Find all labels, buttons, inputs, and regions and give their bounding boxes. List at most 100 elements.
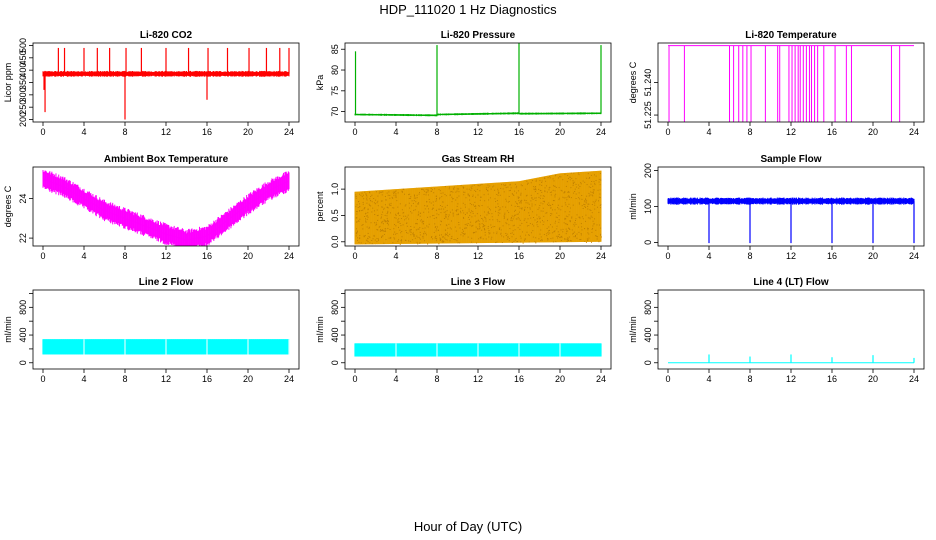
data-point bbox=[423, 211, 425, 213]
data-point bbox=[537, 226, 539, 228]
data-point bbox=[426, 205, 428, 207]
y-axis-label: ml/min bbox=[628, 316, 638, 343]
data-point bbox=[400, 240, 402, 242]
data-point bbox=[588, 186, 590, 188]
data-point bbox=[521, 208, 523, 210]
data-point bbox=[476, 242, 478, 244]
data-point bbox=[564, 217, 566, 219]
data-point bbox=[383, 242, 385, 244]
data-point bbox=[599, 184, 601, 186]
plot-area bbox=[354, 343, 602, 357]
data-point bbox=[512, 218, 514, 220]
data-point bbox=[507, 237, 509, 239]
data-point bbox=[599, 204, 601, 206]
x-tick-label: 4 bbox=[706, 251, 711, 261]
data-point bbox=[480, 196, 482, 198]
data-point bbox=[475, 221, 477, 223]
y-tick-label: 75 bbox=[330, 86, 340, 96]
data-point bbox=[500, 187, 502, 189]
data-point bbox=[570, 172, 572, 174]
data-point bbox=[368, 235, 370, 237]
data-point bbox=[572, 180, 574, 182]
data-point bbox=[520, 237, 522, 239]
data-point bbox=[549, 229, 551, 231]
data-point bbox=[488, 208, 490, 210]
data-point bbox=[405, 204, 407, 206]
data-point bbox=[415, 197, 417, 199]
data-point bbox=[594, 184, 596, 186]
data-point bbox=[435, 197, 437, 199]
data-point bbox=[450, 238, 452, 240]
data-point bbox=[505, 200, 507, 202]
data-point bbox=[398, 221, 400, 223]
data-point bbox=[496, 219, 498, 221]
data-point bbox=[540, 189, 542, 191]
data-point bbox=[410, 196, 412, 198]
data-point bbox=[388, 191, 390, 193]
data-point bbox=[504, 216, 506, 218]
data-point bbox=[425, 188, 427, 190]
data-point bbox=[382, 230, 384, 232]
data-point bbox=[517, 241, 519, 243]
data-point bbox=[463, 233, 465, 235]
data-point bbox=[589, 194, 591, 196]
data-point bbox=[446, 204, 448, 206]
data-point bbox=[417, 203, 419, 205]
data-point bbox=[372, 238, 374, 240]
data-point bbox=[541, 191, 543, 193]
x-tick-label: 8 bbox=[434, 127, 439, 137]
data-point bbox=[456, 188, 458, 190]
data-point bbox=[562, 231, 564, 233]
data-point bbox=[560, 235, 562, 237]
data-point bbox=[542, 210, 544, 212]
data-point bbox=[381, 235, 383, 237]
data-point bbox=[560, 209, 562, 211]
data-point bbox=[549, 175, 551, 177]
y-tick-label: 0 bbox=[18, 360, 28, 365]
y-tick-label: 350 bbox=[18, 75, 28, 90]
data-point bbox=[381, 194, 383, 196]
data-point bbox=[446, 234, 448, 236]
data-point bbox=[515, 192, 517, 194]
data-point bbox=[551, 213, 553, 215]
data-point bbox=[379, 225, 381, 227]
data-point bbox=[506, 238, 508, 240]
data-point bbox=[370, 196, 372, 198]
data-point bbox=[591, 194, 593, 196]
data-point bbox=[572, 184, 574, 186]
data-point bbox=[550, 224, 552, 226]
data-point bbox=[374, 203, 376, 205]
data-point bbox=[481, 183, 483, 185]
data-point bbox=[541, 181, 543, 183]
data-point bbox=[518, 206, 520, 208]
data-point bbox=[484, 231, 486, 233]
x-tick-label: 20 bbox=[868, 127, 878, 137]
data-point bbox=[590, 209, 592, 211]
data-point bbox=[535, 189, 537, 191]
data-point bbox=[359, 210, 361, 212]
data-point bbox=[515, 237, 517, 239]
data-point bbox=[367, 237, 369, 239]
data-point bbox=[472, 196, 474, 198]
data-point bbox=[412, 202, 414, 204]
data-point bbox=[413, 234, 415, 236]
data-point bbox=[485, 187, 487, 189]
data-point bbox=[457, 214, 459, 216]
x-tick-label: 16 bbox=[514, 127, 524, 137]
data-point bbox=[535, 199, 537, 201]
data-point bbox=[367, 232, 369, 234]
plot-frame bbox=[32, 289, 300, 370]
data-point bbox=[474, 201, 476, 203]
data-point bbox=[519, 228, 521, 230]
data-point bbox=[509, 183, 511, 185]
data-point bbox=[539, 205, 541, 207]
data-point bbox=[569, 179, 571, 181]
data-point bbox=[500, 233, 502, 235]
data-point bbox=[569, 196, 571, 198]
x-tick-label: 20 bbox=[868, 374, 878, 384]
data-point bbox=[408, 197, 410, 199]
data-point bbox=[565, 228, 567, 230]
data-point bbox=[598, 224, 600, 226]
data-point bbox=[386, 219, 388, 221]
data-point bbox=[492, 186, 494, 188]
